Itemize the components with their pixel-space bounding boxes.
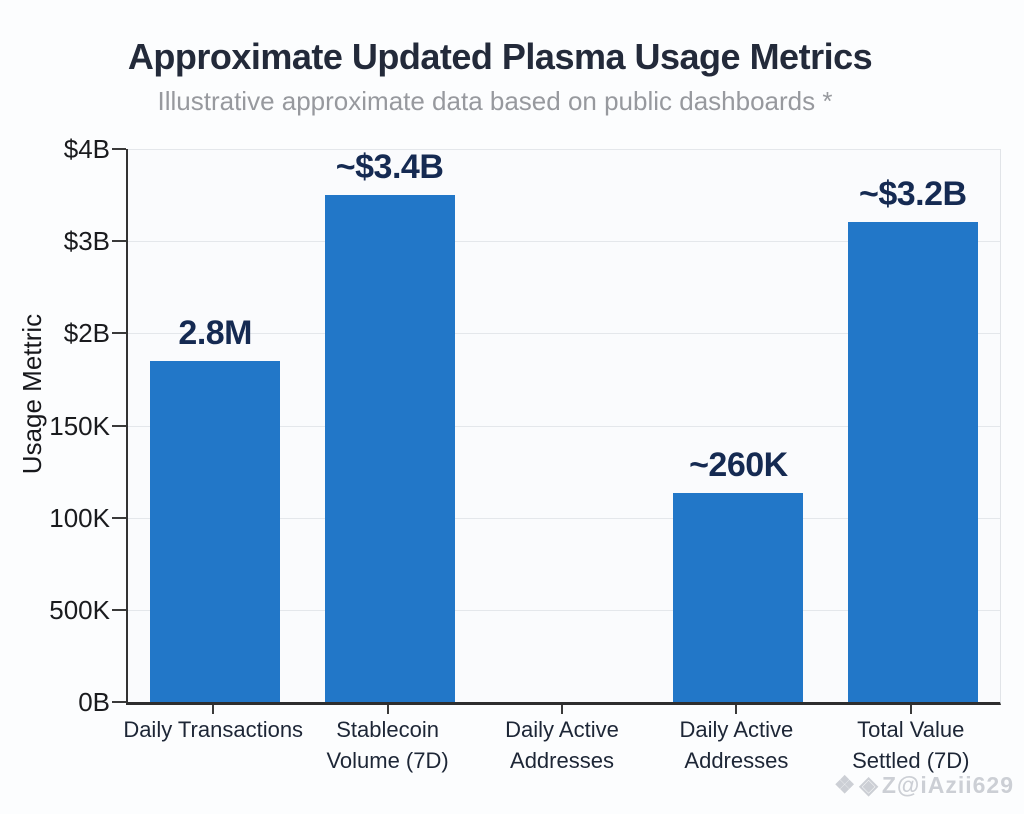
- y-tick-label: 150K: [49, 410, 110, 441]
- bar: [673, 493, 804, 702]
- x-category-label: Daily Active Addresses: [460, 714, 664, 776]
- y-tick-mark: [112, 608, 126, 611]
- x-tick-mark: [561, 705, 563, 714]
- bar: [324, 194, 455, 702]
- y-tick-label: $3B: [63, 226, 110, 257]
- x-category-label-line: Addresses: [510, 748, 614, 773]
- bar-value-label: ~$3.4B: [335, 147, 444, 186]
- plot-area: 2.8M ~$3.4B ~260K ~$3.2B: [126, 147, 1001, 705]
- gridline: [128, 333, 1000, 335]
- gridline: [128, 241, 1000, 243]
- bar-value-label: ~$3.2B: [859, 175, 967, 214]
- x-category-label: Daily Active Addresses: [634, 714, 838, 776]
- y-tick-mark: [112, 240, 126, 243]
- gridline: [128, 425, 1000, 427]
- circle-diamond-icon: ◈: [859, 771, 879, 799]
- four-diamond-icon: ❖: [833, 771, 857, 799]
- y-tick-mark: [112, 332, 126, 335]
- y-tick-label: 500K: [49, 594, 110, 625]
- gridline: [128, 517, 1000, 519]
- x-category-label-line: Stablecoin: [336, 717, 439, 742]
- bar-value-label: 2.8M: [178, 313, 252, 352]
- bar: [847, 222, 978, 702]
- x-category-label-line: Addresses: [684, 748, 789, 773]
- watermark: ❖ ◈ Z@iAzii629: [834, 772, 1014, 799]
- x-tick-mark: [735, 705, 738, 714]
- y-tick-mark: [112, 424, 126, 427]
- x-category-label-line: Total Value: [857, 717, 965, 742]
- y-tick-label: 100K: [49, 502, 110, 533]
- watermark-text: Z@iAzii629: [881, 772, 1014, 798]
- x-category-label-line: Daily Active: [679, 717, 794, 742]
- y-axis-title: Usage Mettric: [17, 313, 47, 475]
- x-tick-mark: [386, 705, 389, 714]
- y-tick-label: $2B: [63, 318, 110, 349]
- x-category-label: Total Value Settled (7D): [809, 714, 1013, 776]
- x-tick-mark: [909, 705, 912, 714]
- chart-title: Approximate Updated Plasma Usage Metrics: [127, 36, 873, 77]
- x-category-label-line: Daily Active: [505, 717, 619, 742]
- bar: [150, 360, 281, 702]
- x-category-label-line: Volume (7D): [326, 748, 449, 773]
- y-tick-mark: [112, 701, 126, 703]
- gridline: [128, 149, 1000, 150]
- y-tick-label: $4B: [63, 134, 110, 164]
- x-category-label-line: Settled (7D): [852, 748, 970, 773]
- y-tick-mark: [112, 516, 126, 519]
- bar-value-label: ~260K: [689, 446, 788, 485]
- x-category-label-line: Daily Transactions: [123, 717, 304, 742]
- x-tick-mark: [212, 705, 215, 714]
- y-tick-mark: [112, 148, 126, 150]
- x-category-label: Daily Transactions: [111, 714, 315, 745]
- x-category-label: Stablecoin Volume (7D): [285, 714, 489, 776]
- y-tick-label: 0B: [78, 687, 110, 717]
- chart-subtitle: Illustrative approximate data based on p…: [157, 86, 833, 116]
- gridline: [128, 609, 1000, 611]
